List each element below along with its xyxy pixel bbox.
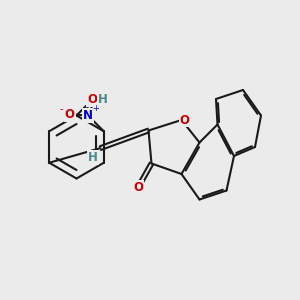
Text: -: - [60, 104, 63, 114]
Text: +: + [92, 104, 99, 112]
Text: H: H [88, 151, 98, 164]
Text: O: O [179, 113, 190, 127]
Text: O: O [87, 93, 97, 106]
Text: O: O [64, 108, 75, 121]
Text: H: H [98, 93, 107, 106]
Text: O: O [86, 91, 96, 104]
Text: O: O [133, 181, 143, 194]
Text: N: N [83, 109, 93, 122]
